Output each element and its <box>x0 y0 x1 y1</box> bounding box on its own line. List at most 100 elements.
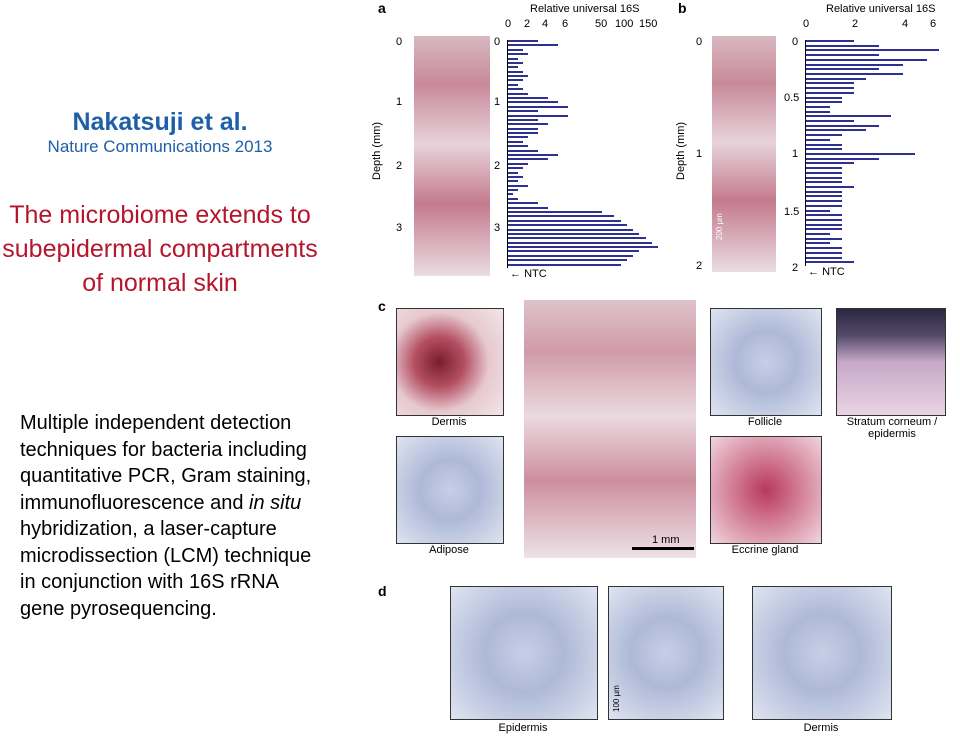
bar <box>806 115 891 118</box>
bar <box>508 241 652 244</box>
panel-c-dermis-label: Dermis <box>431 416 467 428</box>
panel-b-ntc-label: ← NTC <box>808 266 845 278</box>
panel-c-adipose-label: Adipose <box>429 544 469 556</box>
bar <box>508 48 523 51</box>
bar <box>508 136 528 139</box>
bar <box>806 143 843 146</box>
bar <box>806 233 831 236</box>
panel-b-ntc-text: NTC <box>822 266 845 278</box>
bar <box>806 247 843 250</box>
bar <box>806 228 843 231</box>
bar <box>508 114 568 117</box>
bar <box>508 224 627 227</box>
bar <box>508 127 538 130</box>
panel-d-epidermis-label: Epidermis <box>498 722 548 734</box>
bar <box>806 181 843 184</box>
bar <box>806 157 879 160</box>
panel-a-ytick: 0 <box>396 36 403 48</box>
panel-a-ytick-right: 3 <box>494 222 501 234</box>
panel-a-xtick: 0 <box>505 18 512 30</box>
panel-d-dermis-label: Dermis <box>803 722 839 734</box>
bar <box>508 101 558 104</box>
body-part-2: hybridization, a laser-capture microdiss… <box>20 518 312 620</box>
bar <box>508 154 558 156</box>
bar <box>806 124 879 127</box>
bar <box>806 96 843 99</box>
panel-c-stratum-label: Stratum corneum / epidermis <box>846 416 938 440</box>
bar <box>806 223 843 226</box>
panel-d-letter: d <box>378 583 387 599</box>
bar <box>806 185 855 188</box>
bar <box>806 68 879 71</box>
bar <box>806 58 927 61</box>
bar <box>508 232 640 235</box>
bar <box>508 202 538 205</box>
bar <box>806 134 843 137</box>
bar <box>508 211 602 213</box>
bar <box>508 263 621 266</box>
bar <box>806 195 843 198</box>
bar <box>508 123 548 126</box>
bar <box>508 83 518 86</box>
panel-b-ytick: 0 <box>696 36 703 48</box>
bar <box>508 250 640 253</box>
bar <box>508 246 658 249</box>
author-line: Nakatsuji et al. <box>72 108 248 136</box>
bar <box>806 77 867 80</box>
bar <box>508 254 633 257</box>
panel-a-ytick: 1 <box>396 96 403 108</box>
bar <box>806 91 855 94</box>
bar <box>508 145 528 148</box>
panel-b-scale-label: 200 µm <box>715 213 724 240</box>
bar <box>508 197 518 200</box>
bar <box>806 72 903 75</box>
bar <box>508 180 518 183</box>
bar <box>806 237 843 240</box>
bar <box>806 200 843 203</box>
bar <box>508 132 538 135</box>
panel-b-xtick: 4 <box>902 18 909 30</box>
panel-b-x-ticks: 0 2 4 6 <box>800 18 940 32</box>
bar <box>806 110 831 113</box>
bar <box>806 167 843 170</box>
bar <box>508 167 523 170</box>
panel-a-ntc-label: ← NTC <box>510 268 547 280</box>
bar <box>508 97 548 99</box>
panel-b-ytick-right: 0 <box>792 36 799 48</box>
bar <box>806 44 879 47</box>
panel-b-ytick-right: 1 <box>792 148 799 160</box>
panel-a-ytick-right: 1 <box>494 96 501 108</box>
bar <box>806 129 867 132</box>
bar <box>508 158 548 161</box>
bar <box>508 88 523 91</box>
panel-c-follicle-inset <box>710 308 822 416</box>
bar <box>508 184 528 187</box>
bar <box>806 54 879 57</box>
panel-c-follicle-label: Follicle <box>747 416 783 428</box>
bar <box>806 242 831 245</box>
bar <box>508 61 523 64</box>
bar <box>508 40 538 42</box>
panel-a-xtick: 2 <box>524 18 531 30</box>
panel-a-histology-image <box>414 36 490 276</box>
panel-b-xtick: 6 <box>930 18 937 30</box>
panel-b-ytick-right: 2 <box>792 262 799 274</box>
panel-c-stratum-inset <box>836 308 946 416</box>
panel-c-scale-label: 1 mm <box>652 534 680 546</box>
bar <box>806 82 855 85</box>
bar <box>508 175 523 178</box>
bar <box>806 153 915 155</box>
bar <box>508 110 538 113</box>
bar <box>806 105 831 108</box>
panel-b-ytick: 1 <box>696 148 703 160</box>
headline: The microbiome extends to subepidermal c… <box>2 201 318 297</box>
bar <box>508 206 548 209</box>
panel-a-xtick: 100 <box>615 18 634 30</box>
panel-c-eccrine-label: Eccrine gland <box>731 544 799 556</box>
body-text: Multiple independent detection technique… <box>20 410 320 622</box>
bar <box>806 190 843 193</box>
bar <box>508 259 627 262</box>
bar <box>806 101 843 104</box>
panel-c-scale-bar <box>632 547 694 550</box>
bar <box>806 204 843 207</box>
